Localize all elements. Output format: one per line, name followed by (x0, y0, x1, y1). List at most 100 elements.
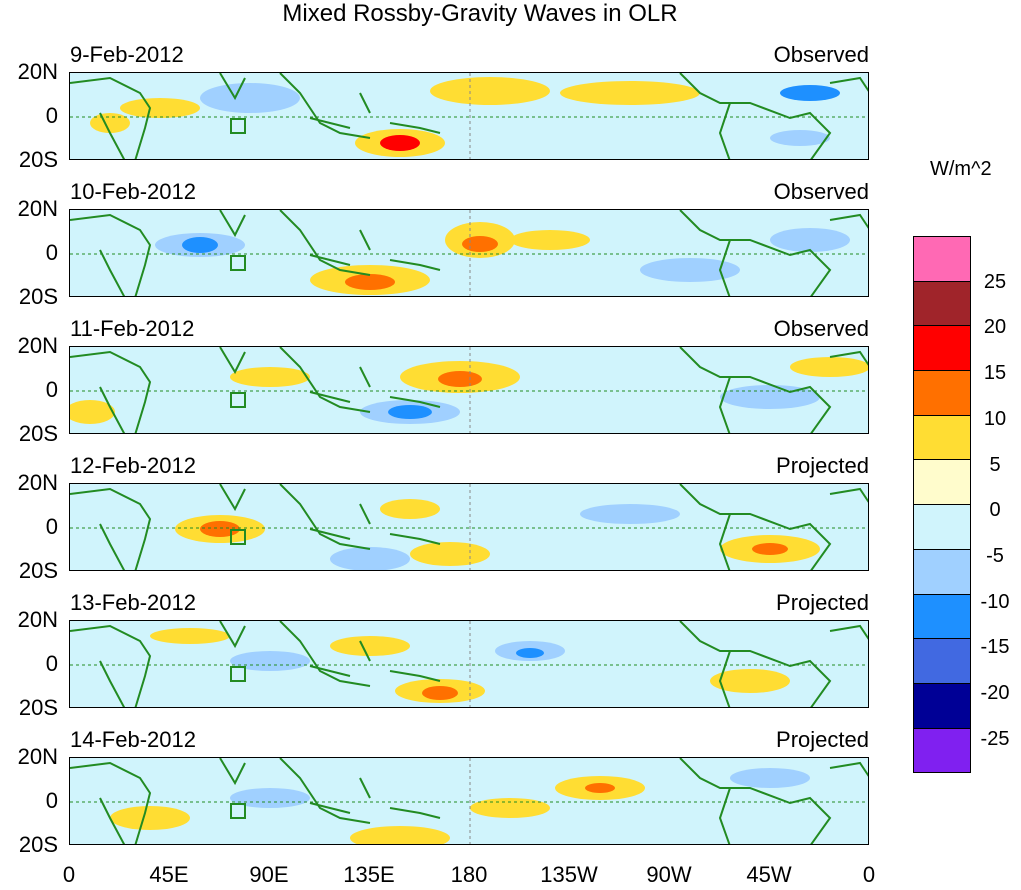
lat-label: 0 (45, 103, 58, 128)
colorbar-label: -15 (980, 636, 1010, 659)
olr-map-panel (69, 620, 869, 708)
lat-label: 0 (45, 240, 58, 265)
colorbar-box (913, 370, 971, 416)
map-field (70, 621, 868, 707)
lon-tick-label: 45E (149, 862, 189, 887)
coastline-americas (679, 210, 868, 296)
anomaly-contour (345, 274, 395, 290)
coastline-maritime (279, 73, 441, 139)
coastline-americas (679, 73, 868, 159)
lat-label: 20N (17, 744, 58, 769)
coastline-india (219, 758, 246, 786)
anomaly-contour (230, 788, 310, 808)
colorbar-label: 10 (983, 407, 1007, 430)
anomaly-contour (770, 130, 830, 146)
sri-lanka-box (230, 255, 246, 271)
anomaly-contour (462, 236, 498, 252)
map-field (70, 347, 868, 433)
anomaly-contour (330, 636, 410, 656)
colorbar-box (913, 548, 971, 595)
panel-status: Observed (773, 316, 869, 341)
sri-lanka-box (230, 118, 246, 134)
sri-lanka-box (230, 803, 246, 819)
anomaly-contour (380, 135, 420, 151)
coastline-americas (679, 347, 868, 433)
lon-tick-label: 45W (746, 862, 792, 887)
lat-label: 0 (45, 651, 58, 676)
coastline-india (219, 73, 246, 101)
olr-map-panel (69, 346, 869, 434)
coastline-maritime (279, 621, 441, 687)
colorbar-label: -10 (980, 590, 1010, 613)
colorbar-box (913, 593, 971, 640)
coastline-americas (679, 621, 868, 707)
anomaly-contour (380, 499, 440, 519)
anomaly-contour (350, 826, 450, 844)
panel-date: 12-Feb-2012 (70, 453, 196, 478)
panel-date: 9-Feb-2012 (70, 42, 184, 67)
colorbar-units: W/m^2 (930, 158, 992, 180)
lon-tick-label: 90E (249, 862, 289, 887)
anomaly-contour (438, 371, 482, 387)
anomaly-contour (780, 85, 840, 101)
coastline-africa (70, 487, 152, 570)
panel-date: 14-Feb-2012 (70, 727, 196, 752)
colorbar-label: 0 (989, 499, 1001, 522)
anomaly-contour (182, 237, 218, 253)
chart-title: Mixed Rossby-Gravity Waves in OLR (282, 0, 678, 27)
olr-map-panel (69, 483, 869, 571)
colorbar-box (913, 682, 971, 729)
lat-label: 20S (18, 832, 58, 857)
olr-map-panel (69, 757, 869, 845)
lat-label: 20N (17, 59, 58, 84)
map-field (70, 484, 868, 570)
colorbar-label: -5 (986, 544, 1004, 567)
colorbar-box (913, 414, 971, 461)
coastline-maritime (279, 347, 441, 413)
panel-status: Observed (773, 179, 869, 204)
coastline-india (219, 484, 246, 512)
olr-map-panel (69, 72, 869, 160)
colorbar (913, 236, 971, 774)
map-field (70, 73, 868, 159)
anomaly-contour (710, 669, 790, 693)
coastline-africa (70, 76, 152, 159)
colorbar-box (913, 325, 971, 372)
lat-label: 20S (18, 695, 58, 720)
anomaly-contour (580, 504, 680, 524)
colorbar-label: 20 (983, 316, 1007, 339)
lon-tick-label: 135W (540, 862, 598, 887)
lon-tick-label: 0 (862, 862, 876, 887)
anomaly-contour (510, 230, 590, 250)
colorbar-box (913, 727, 971, 774)
anomaly-contour (70, 400, 115, 424)
coastline-india (219, 347, 246, 375)
panel-status: Projected (776, 590, 869, 615)
lon-tick-label: 90W (646, 862, 692, 887)
panel-status: Projected (776, 727, 869, 752)
panel-date: 13-Feb-2012 (70, 590, 196, 615)
coastline-americas (679, 484, 868, 570)
anomaly-contour (120, 98, 200, 118)
colorbar-box (913, 638, 971, 684)
anomaly-contour (230, 651, 310, 671)
lat-label: 20N (17, 196, 58, 221)
lat-label: 20N (17, 333, 58, 358)
colorbar-box (913, 504, 971, 550)
panel-status: Projected (776, 453, 869, 478)
anomaly-contour (585, 783, 615, 793)
coastline-maritime (279, 484, 441, 550)
colorbar-label: 5 (989, 453, 1001, 476)
lat-label: 20N (17, 607, 58, 632)
anomaly-contour (230, 367, 310, 387)
lat-label: 20S (18, 558, 58, 583)
olr-map-panel (69, 209, 869, 297)
sri-lanka-box (230, 392, 246, 408)
map-field (70, 210, 868, 296)
sri-lanka-box (230, 529, 246, 545)
coastline-africa (70, 350, 152, 433)
anomaly-contour (790, 357, 868, 377)
anomaly-contour (560, 81, 700, 105)
lon-tick-label: 180 (450, 862, 488, 887)
coastline-africa (70, 624, 152, 707)
